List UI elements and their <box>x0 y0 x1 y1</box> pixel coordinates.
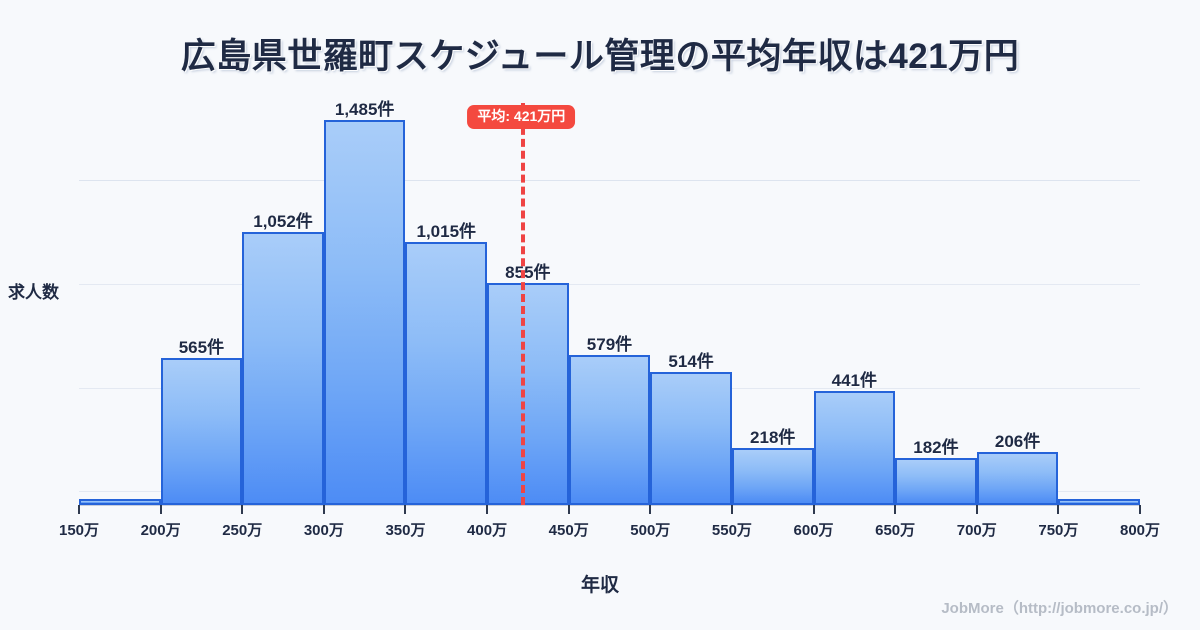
x-axis-baseline <box>79 505 1140 506</box>
x-axis-tick <box>649 505 652 514</box>
x-axis-tick-label: 150万 <box>58 522 100 539</box>
x-axis-title: 年収 <box>580 575 619 596</box>
bar[interactable] <box>895 457 977 505</box>
bar[interactable] <box>568 354 651 505</box>
x-axis-tick-label: 400万 <box>467 522 508 539</box>
bar[interactable] <box>160 358 243 505</box>
bar-value-label: 1,485件 <box>334 99 395 119</box>
bar-value-label: 206件 <box>994 431 1041 451</box>
bar[interactable] <box>650 371 732 505</box>
bar-value-label: 1,015件 <box>416 221 477 241</box>
plot-area <box>79 90 1140 505</box>
x-axis-tick <box>1057 505 1060 514</box>
x-axis-tick-label: 700万 <box>956 522 997 539</box>
footer-credit: JobMore（http://jobmore.co.jp/） <box>941 600 1178 617</box>
gridline <box>79 283 1140 285</box>
bar[interactable] <box>487 283 569 505</box>
x-axis-tick <box>486 505 489 514</box>
x-axis-tick-label: 750万 <box>1038 522 1079 539</box>
x-axis-tick <box>159 505 162 514</box>
x-axis-tick-label: 650万 <box>875 522 916 539</box>
x-axis-tick <box>241 505 244 514</box>
bar[interactable] <box>1058 499 1140 505</box>
bar-value-label: 182件 <box>913 437 959 457</box>
x-axis-tick-label: 300万 <box>303 522 344 539</box>
x-axis-tick <box>894 505 897 514</box>
x-axis-tick <box>812 505 815 514</box>
x-axis-tick-label: 550万 <box>711 522 752 539</box>
bar-value-label: 218件 <box>750 428 796 448</box>
x-axis-tick <box>567 505 570 514</box>
x-axis-tick <box>975 505 978 514</box>
bar-value-label: 855件 <box>505 263 551 283</box>
x-axis-tick <box>322 505 325 514</box>
x-axis-tick <box>78 505 80 514</box>
average-badge: 平均: 421万円 <box>467 105 576 130</box>
bar-value-label: 514件 <box>668 351 714 371</box>
bar[interactable] <box>813 390 896 505</box>
x-axis-tick-label: 350万 <box>385 522 426 539</box>
bar-value-label: 1,052件 <box>253 212 313 232</box>
bar-value-label: 441件 <box>831 370 878 390</box>
bar[interactable] <box>405 241 488 505</box>
bar[interactable] <box>731 448 814 505</box>
page-title: 広島県世羅町スケジュール管理の平均年収は421万円 <box>180 37 1020 76</box>
x-axis-tick <box>730 505 733 514</box>
bar[interactable] <box>242 232 324 505</box>
bar[interactable] <box>323 119 406 505</box>
bar[interactable] <box>976 451 1059 505</box>
x-axis-tick-label: 450万 <box>548 522 589 539</box>
bar[interactable] <box>79 498 161 505</box>
x-axis-tick-label: 250万 <box>222 522 263 539</box>
x-axis-tick <box>404 505 407 514</box>
x-axis-tick-label: 200万 <box>140 522 181 539</box>
x-axis-tick-label: 500万 <box>630 522 671 539</box>
average-line <box>521 103 526 505</box>
x-axis-tick-label: 800万 <box>1119 522 1161 539</box>
y-axis-title: 求人数 <box>8 283 59 302</box>
x-axis-tick <box>1139 505 1141 514</box>
x-axis-tick-label: 600万 <box>793 522 834 539</box>
bar-value-label: 579件 <box>586 334 633 354</box>
bar-value-label: 565件 <box>178 338 225 358</box>
gridline <box>79 180 1140 181</box>
